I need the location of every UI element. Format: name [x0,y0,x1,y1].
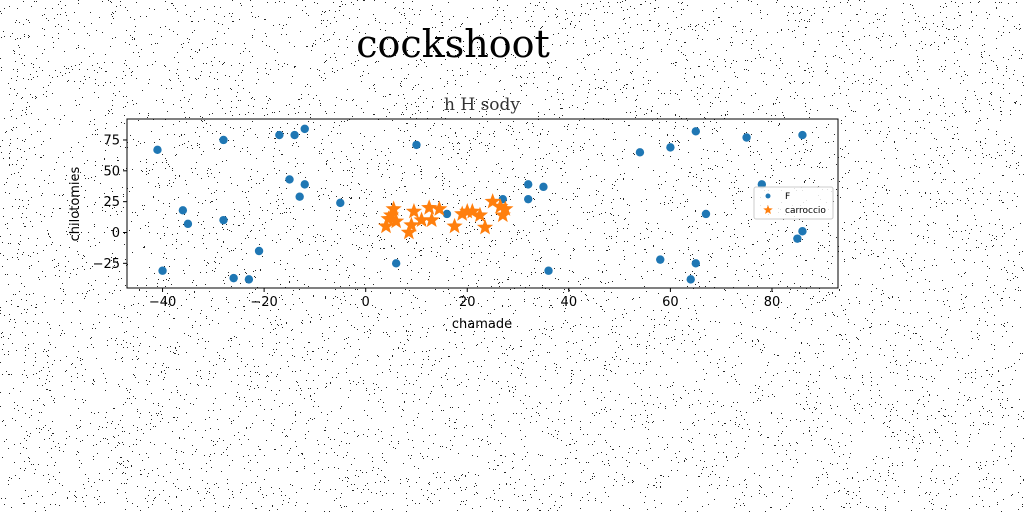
data-point [798,227,807,236]
data-point [290,130,299,140]
data-point [798,130,807,140]
data-point [742,133,751,142]
data-point [219,215,228,225]
data-point [219,135,228,145]
data-point [492,198,509,214]
data-point [183,219,193,229]
data-point [635,148,645,157]
x-axis-label: chamade [452,317,512,332]
legend-label-carroccio: carroccio [785,206,826,216]
data-point [484,193,501,209]
data-point [757,180,767,189]
data-point [412,140,421,150]
data-point [666,143,675,152]
legend: F carroccio [753,186,834,220]
data-point [400,223,417,240]
x-tick-label: −40 [149,295,176,310]
data-point [476,219,494,235]
legend-label-f: F [785,192,790,202]
data-point [442,209,452,219]
data-point [539,182,548,192]
x-axis: −40 −20 0 20 40 60 80 [149,288,780,310]
y-tick-label: 50 [103,164,120,179]
y-tick-label: 25 [103,195,120,210]
plot-frame [126,118,839,289]
data-point [413,211,430,228]
legend-marker-carroccio [763,205,773,215]
data-point [383,206,400,223]
x-tick-label: −20 [250,295,277,310]
chart-title: h H sody [444,95,520,115]
y-tick-label: −25 [93,257,120,272]
data-point [403,216,420,232]
data-point [691,127,700,136]
data-point [494,206,511,223]
data-point [701,209,711,219]
data-point [285,175,294,184]
data-point [691,259,700,268]
x-tick-label: 40 [561,295,578,310]
data-point [793,234,802,243]
data-point [300,124,309,134]
legend-box [753,186,834,220]
y-tick-label: 0 [112,226,120,241]
data-point [229,273,238,283]
data-point [524,194,533,204]
data-point [275,130,284,140]
y-axis-label: chilotomies [68,166,83,241]
data-point [385,200,402,216]
data-point [464,203,481,219]
x-tick-label: 60 [662,295,679,310]
data-point [295,192,304,201]
plot-marks [153,124,807,284]
data-point [244,275,254,284]
data-point [524,180,533,189]
data-point [686,275,695,284]
x-tick-label: 20 [459,295,476,310]
data-point [336,198,345,208]
data-point [405,203,423,219]
data-point [158,266,167,275]
x-tick-label: 0 [362,295,370,310]
data-point [421,199,438,215]
data-point [377,217,395,234]
data-point [497,200,514,216]
data-point [471,206,489,223]
data-point [254,246,264,256]
data-point [153,145,162,155]
data-point [391,259,401,268]
x-tick-label: 80 [764,295,781,310]
data-point [388,212,405,229]
data-point [431,200,448,216]
data-point [656,255,665,264]
data-point [300,180,309,189]
data-point [454,205,471,221]
y-tick-label: 75 [103,133,120,148]
legend-marker-f [765,193,771,199]
y-axis: −25 0 25 50 75 [93,133,127,272]
data-point [423,211,440,228]
data-point [178,206,188,215]
data-point [544,266,553,275]
data-point [446,217,463,234]
page-title: cockshoot [356,22,550,66]
